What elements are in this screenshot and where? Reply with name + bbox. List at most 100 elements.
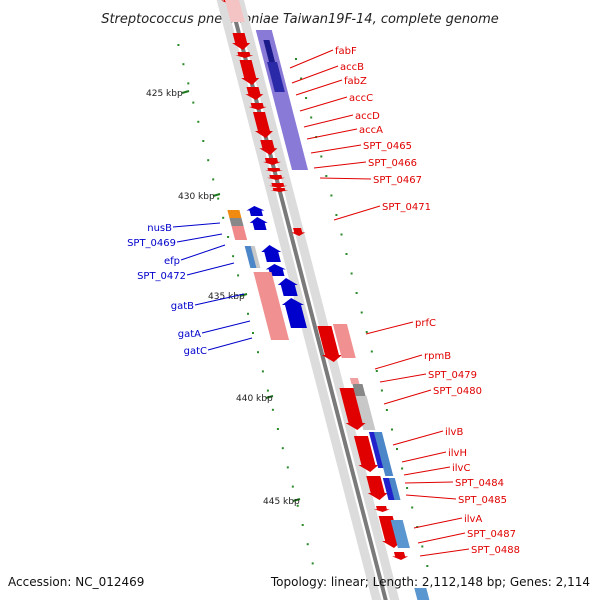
accession-text: Accession: NC_012469 — [8, 575, 144, 589]
forward-gene-arrow — [265, 168, 284, 172]
ruler-dot — [380, 389, 383, 392]
cog-block-steelblue — [414, 588, 430, 600]
cog-block-pink — [349, 378, 360, 384]
gene-label-spt0466[interactable]: SPT_0466 — [368, 158, 417, 169]
ruler-dot — [350, 272, 353, 275]
gene-label-spt0467[interactable]: SPT_0467 — [373, 175, 422, 186]
forward-gene-arrow — [267, 175, 286, 180]
gene-label-ilva[interactable]: ilvA — [464, 514, 482, 525]
forward-gene-arrow — [239, 60, 260, 85]
gene-label-prfc[interactable]: prfC — [415, 318, 436, 329]
gene-label-gatb[interactable]: gatB — [171, 301, 194, 312]
gene-label-accd[interactable]: accD — [355, 111, 380, 122]
cog-block-steelblue — [373, 432, 394, 476]
label-connector — [413, 517, 463, 529]
gene-label-rpmb[interactable]: rpmB — [424, 351, 451, 362]
forward-gene-arrow — [339, 388, 366, 430]
ruler-dot — [370, 350, 373, 353]
ruler-dot — [207, 159, 210, 162]
gene-label-accb[interactable]: accB — [340, 62, 364, 73]
gene-label-spt0465[interactable]: SPT_0465 — [363, 141, 412, 152]
label-connector — [365, 321, 414, 335]
ruler-dot — [310, 116, 313, 119]
label-connector — [392, 430, 444, 446]
ruler-major-tick — [239, 293, 248, 297]
forward-gene-arrow — [373, 506, 390, 512]
ruler-dot — [182, 63, 185, 66]
gene-label-gatc[interactable]: gatC — [184, 346, 207, 357]
gene-label-spt0488[interactable]: SPT_0488 — [471, 545, 520, 556]
ruler-dot — [252, 332, 254, 334]
gene-label-accc[interactable]: accC — [349, 93, 373, 104]
ruler-dot — [295, 58, 297, 60]
label-connector — [306, 128, 358, 140]
gene-label-ilvh[interactable]: ilvH — [448, 448, 467, 459]
ruler-dot — [355, 292, 358, 294]
forward-gene-arrow — [235, 52, 254, 58]
gene-label-spt0472[interactable]: SPT_0472 — [137, 271, 186, 282]
ruler-dot — [286, 466, 289, 469]
gene-label-spt0484[interactable]: SPT_0484 — [455, 478, 504, 489]
gene-label-efp[interactable]: efp — [164, 256, 180, 267]
cog-block-steelblue — [390, 520, 410, 548]
forward-gene-arrow — [270, 188, 289, 192]
gene-label-spt0485[interactable]: SPT_0485 — [458, 495, 507, 506]
cog-block-darkblue — [263, 40, 276, 62]
ruler-dot — [411, 506, 414, 509]
ruler-dot — [177, 44, 180, 46]
forward-gene-arrow — [269, 183, 288, 188]
ruler-dot — [320, 155, 323, 158]
cog-block-gray — [229, 218, 244, 226]
reverse-gene-arrow — [281, 298, 307, 328]
gene-label-spt0487[interactable]: SPT_0487 — [467, 529, 516, 540]
ruler-dot — [345, 253, 348, 255]
gene-label-ilvc[interactable]: ilvC — [452, 463, 470, 474]
ruler-dot — [296, 504, 299, 507]
scale-label-425: 425 kbp — [146, 89, 183, 99]
label-connector — [405, 494, 457, 500]
gene-label-fabz[interactable]: fabZ — [344, 76, 367, 87]
reverse-gene-arrow — [249, 217, 268, 230]
ruler-dot — [421, 545, 424, 548]
forward-gene-arrow — [353, 436, 379, 472]
gene-label-ilvb[interactable]: ilvB — [445, 427, 463, 438]
label-connectors — [172, 49, 470, 557]
ruler-dot — [202, 140, 205, 142]
ruler-dot — [396, 448, 398, 450]
ruler-dot — [261, 370, 264, 373]
ruler-dot — [311, 562, 314, 565]
label-connector — [299, 96, 348, 112]
gene-label-gata[interactable]: gatA — [178, 329, 201, 340]
reverse-gene-arrow — [246, 206, 265, 216]
cog-block-white-pink — [225, 0, 245, 22]
gene-label-nusb[interactable]: nusB — [147, 223, 172, 234]
ruler-dot — [330, 194, 333, 197]
label-connector — [404, 481, 454, 484]
forward-gene-arrow — [248, 103, 267, 110]
label-connector — [180, 244, 226, 261]
label-connector — [374, 354, 423, 370]
gene-label-spt0480[interactable]: SPT_0480 — [433, 386, 482, 397]
ruler-major-tick — [212, 193, 221, 197]
ruler-major-tick — [265, 395, 274, 399]
label-connector — [295, 79, 343, 96]
cog-block-salmon — [253, 272, 290, 340]
genome-title: Streptococcus pneumoniae Taiwan19F-14, c… — [101, 12, 499, 27]
label-connector — [417, 532, 466, 544]
scale-label-440: 440 kbp — [236, 394, 273, 404]
ruler-dot — [365, 331, 368, 333]
ruler-dot — [340, 233, 343, 236]
label-connector — [379, 373, 427, 383]
scale-ruler — [177, 44, 429, 567]
gene-label-spt0479[interactable]: SPT_0479 — [428, 370, 477, 381]
gene-label-fabf[interactable]: fabF — [335, 46, 357, 57]
ruler-dot — [266, 389, 269, 392]
gene-label-acca[interactable]: accA — [359, 125, 383, 136]
scale-label-435: 435 kbp — [208, 292, 245, 302]
cog-block-steelblue — [244, 246, 257, 268]
reverse-gene-arrow — [261, 245, 282, 262]
ruler-dot — [227, 236, 230, 238]
gene-label-spt0469[interactable]: SPT_0469 — [127, 238, 176, 249]
gene-label-spt0471[interactable]: SPT_0471 — [382, 202, 431, 213]
